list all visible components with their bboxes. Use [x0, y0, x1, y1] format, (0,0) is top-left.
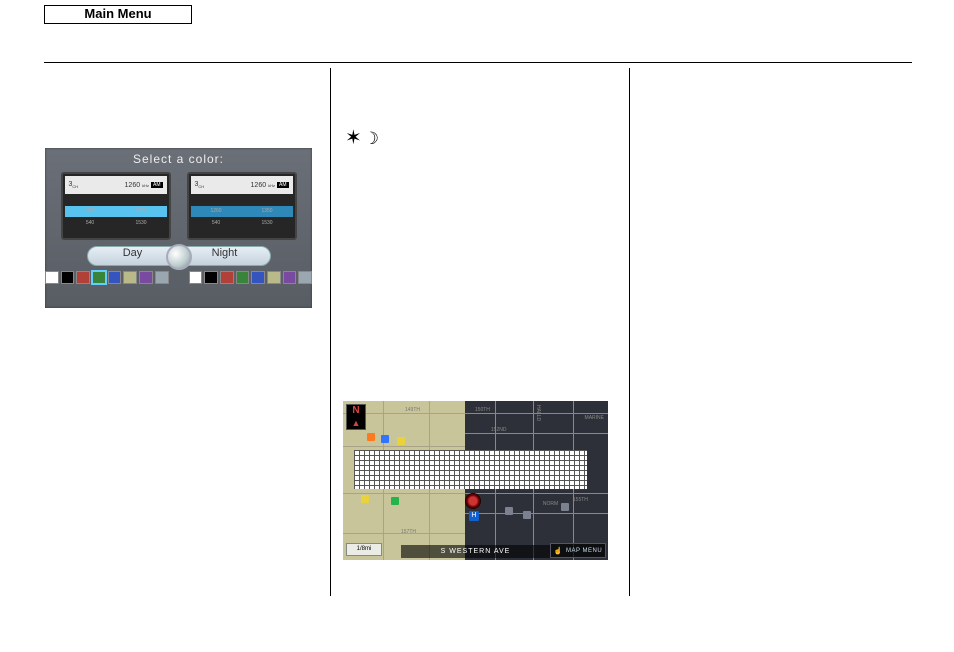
compass-icon: N ▲ — [346, 404, 366, 430]
poi-icon — [505, 507, 513, 515]
color-swatch[interactable] — [45, 271, 59, 284]
vehicle-marker-icon — [465, 493, 481, 509]
tab-knob[interactable] — [166, 244, 192, 270]
moon-icon: ☽ — [364, 130, 379, 147]
poi-icon — [367, 433, 375, 441]
day-preview: 3CH 1260 kHz AM 1260 1350 540 1530 — [61, 172, 171, 240]
color-swatch[interactable] — [204, 271, 218, 284]
preset-index: 3CH — [65, 181, 79, 189]
preset-cell: 1260 — [191, 206, 242, 216]
radio-readout: 3CH 1260 kHz AM — [191, 176, 293, 194]
poi-icon: H — [469, 511, 479, 521]
censored-blank — [362, 450, 492, 489]
road-label: 157TH — [401, 529, 416, 535]
band-badge: AM — [151, 182, 163, 188]
poi-icon — [391, 497, 399, 505]
color-swatch[interactable] — [155, 271, 169, 284]
freq-unit: kHz — [142, 183, 149, 188]
map-scale: 1/8mi — [346, 543, 382, 556]
preview-row: 3CH 1260 kHz AM 1260 1350 540 1530 3CH 1… — [45, 172, 312, 240]
color-swatch[interactable] — [236, 271, 250, 284]
color-swatch[interactable] — [61, 271, 75, 284]
header-rule — [44, 62, 912, 63]
color-swatch[interactable] — [123, 271, 137, 284]
freq-value: 1260 — [125, 182, 141, 189]
day-night-tabs: Day Night — [45, 246, 312, 266]
night-preview: 3CH 1260 kHz AM 1260 1350 540 1530 — [187, 172, 297, 240]
color-swatch[interactable] — [76, 271, 90, 284]
color-swatch[interactable] — [189, 271, 203, 284]
color-swatch[interactable] — [283, 271, 297, 284]
poi-icon — [397, 437, 405, 445]
radio-readout: 3CH 1260 kHz AM — [65, 176, 167, 194]
preset-cell: 1530 — [116, 218, 167, 228]
poi-icon — [381, 435, 389, 443]
column-divider-1 — [330, 68, 331, 596]
road-label: 155TH — [573, 497, 588, 503]
road-label: HALLD — [535, 405, 541, 421]
hand-icon: ☝ — [554, 547, 563, 555]
freq-value: 1260 — [251, 182, 267, 189]
preset-cell: 1530 — [242, 218, 293, 228]
freq-unit: kHz — [268, 183, 275, 188]
poi-icon — [523, 511, 531, 519]
preset-cell: 1350 — [116, 206, 167, 216]
color-swatch[interactable] — [92, 271, 106, 284]
color-swatch[interactable] — [139, 271, 153, 284]
map-menu-button[interactable]: ☝ MAP MENU — [550, 543, 606, 558]
map-preview: 149TH 157TH 150TH 152ND 155TH MARINE HAL… — [343, 401, 608, 560]
preset-cell: 540 — [65, 218, 116, 228]
preset-cell: 540 — [191, 218, 242, 228]
color-swatches — [45, 271, 312, 284]
main-menu-button[interactable]: Main Menu — [44, 5, 192, 24]
poi-icon — [361, 495, 369, 503]
band-badge: AM — [277, 182, 289, 188]
compass-n: N — [347, 405, 365, 417]
road-label: MARINE — [585, 415, 604, 421]
poi-icon — [561, 503, 569, 511]
night-tab[interactable]: Night — [179, 246, 271, 266]
censored-grid — [354, 450, 587, 489]
road-label: 150TH — [475, 407, 490, 413]
color-swatch[interactable] — [108, 271, 122, 284]
color-swatch[interactable] — [298, 271, 312, 284]
road-label: 152ND — [491, 427, 507, 433]
road-label: 149TH — [405, 407, 420, 413]
compass-arrow-icon: ▲ — [347, 417, 365, 429]
preset-index: 3CH — [191, 181, 205, 189]
select-color-panel: Select a color: 3CH 1260 kHz AM 1260 135… — [45, 148, 312, 308]
preset-cell: 1260 — [65, 206, 116, 216]
color-swatch[interactable] — [251, 271, 265, 284]
color-swatch[interactable] — [267, 271, 281, 284]
preset-cell: 1350 — [242, 206, 293, 216]
current-road: S WESTERN AVE — [401, 545, 549, 558]
brightness-icons: ✶ ☽ — [345, 128, 379, 148]
column-divider-2 — [629, 68, 630, 596]
map-menu-label: MAP MENU — [566, 548, 602, 554]
color-swatch[interactable] — [220, 271, 234, 284]
road-label: NORM — [543, 501, 558, 507]
sun-icon: ✶ — [345, 128, 362, 148]
panel-title: Select a color: — [45, 148, 312, 166]
